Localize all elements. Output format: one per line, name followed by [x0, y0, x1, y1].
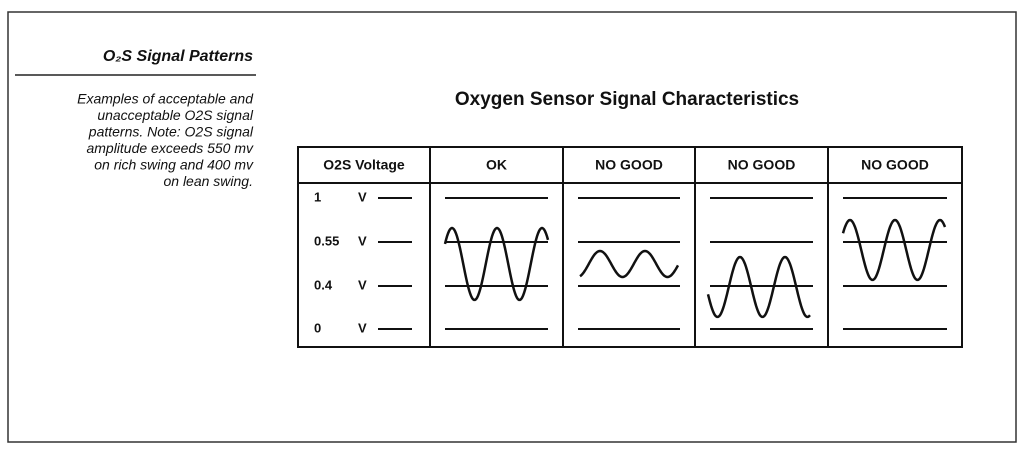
level-value: 0: [314, 320, 321, 335]
level-value: 1: [314, 189, 321, 204]
description-line: unacceptable O2S signal: [97, 107, 254, 123]
description-line: patterns. Note: O2S signal: [88, 124, 254, 140]
level-unit: V: [358, 320, 367, 335]
waveform: [579, 249, 680, 279]
description-line: amplitude exceeds 550 mv: [86, 140, 254, 156]
column-header: O2S Voltage: [323, 157, 405, 173]
level-unit: V: [358, 277, 367, 292]
table-border: [297, 146, 963, 348]
waveform: [841, 218, 947, 282]
description-line: Examples of acceptable and: [77, 91, 254, 107]
sidebar-title: O₂S Signal Patterns: [103, 48, 253, 65]
description-line: on lean swing.: [163, 173, 253, 189]
level-unit: V: [358, 189, 367, 204]
diagram-title: Oxygen Sensor Signal Characteristics: [455, 89, 799, 110]
waveform: [706, 255, 811, 319]
column-header: NO GOOD: [861, 157, 929, 173]
level-unit: V: [358, 233, 367, 248]
column-header: NO GOOD: [595, 157, 663, 173]
description-line: on rich swing and 400 mv: [94, 157, 254, 173]
level-value: 0.4: [314, 277, 333, 292]
column-header: OK: [486, 157, 507, 173]
frame: [7, 11, 1017, 443]
column-header: NO GOOD: [728, 157, 796, 173]
level-value: 0.55: [314, 233, 339, 248]
waveform: [443, 226, 550, 302]
